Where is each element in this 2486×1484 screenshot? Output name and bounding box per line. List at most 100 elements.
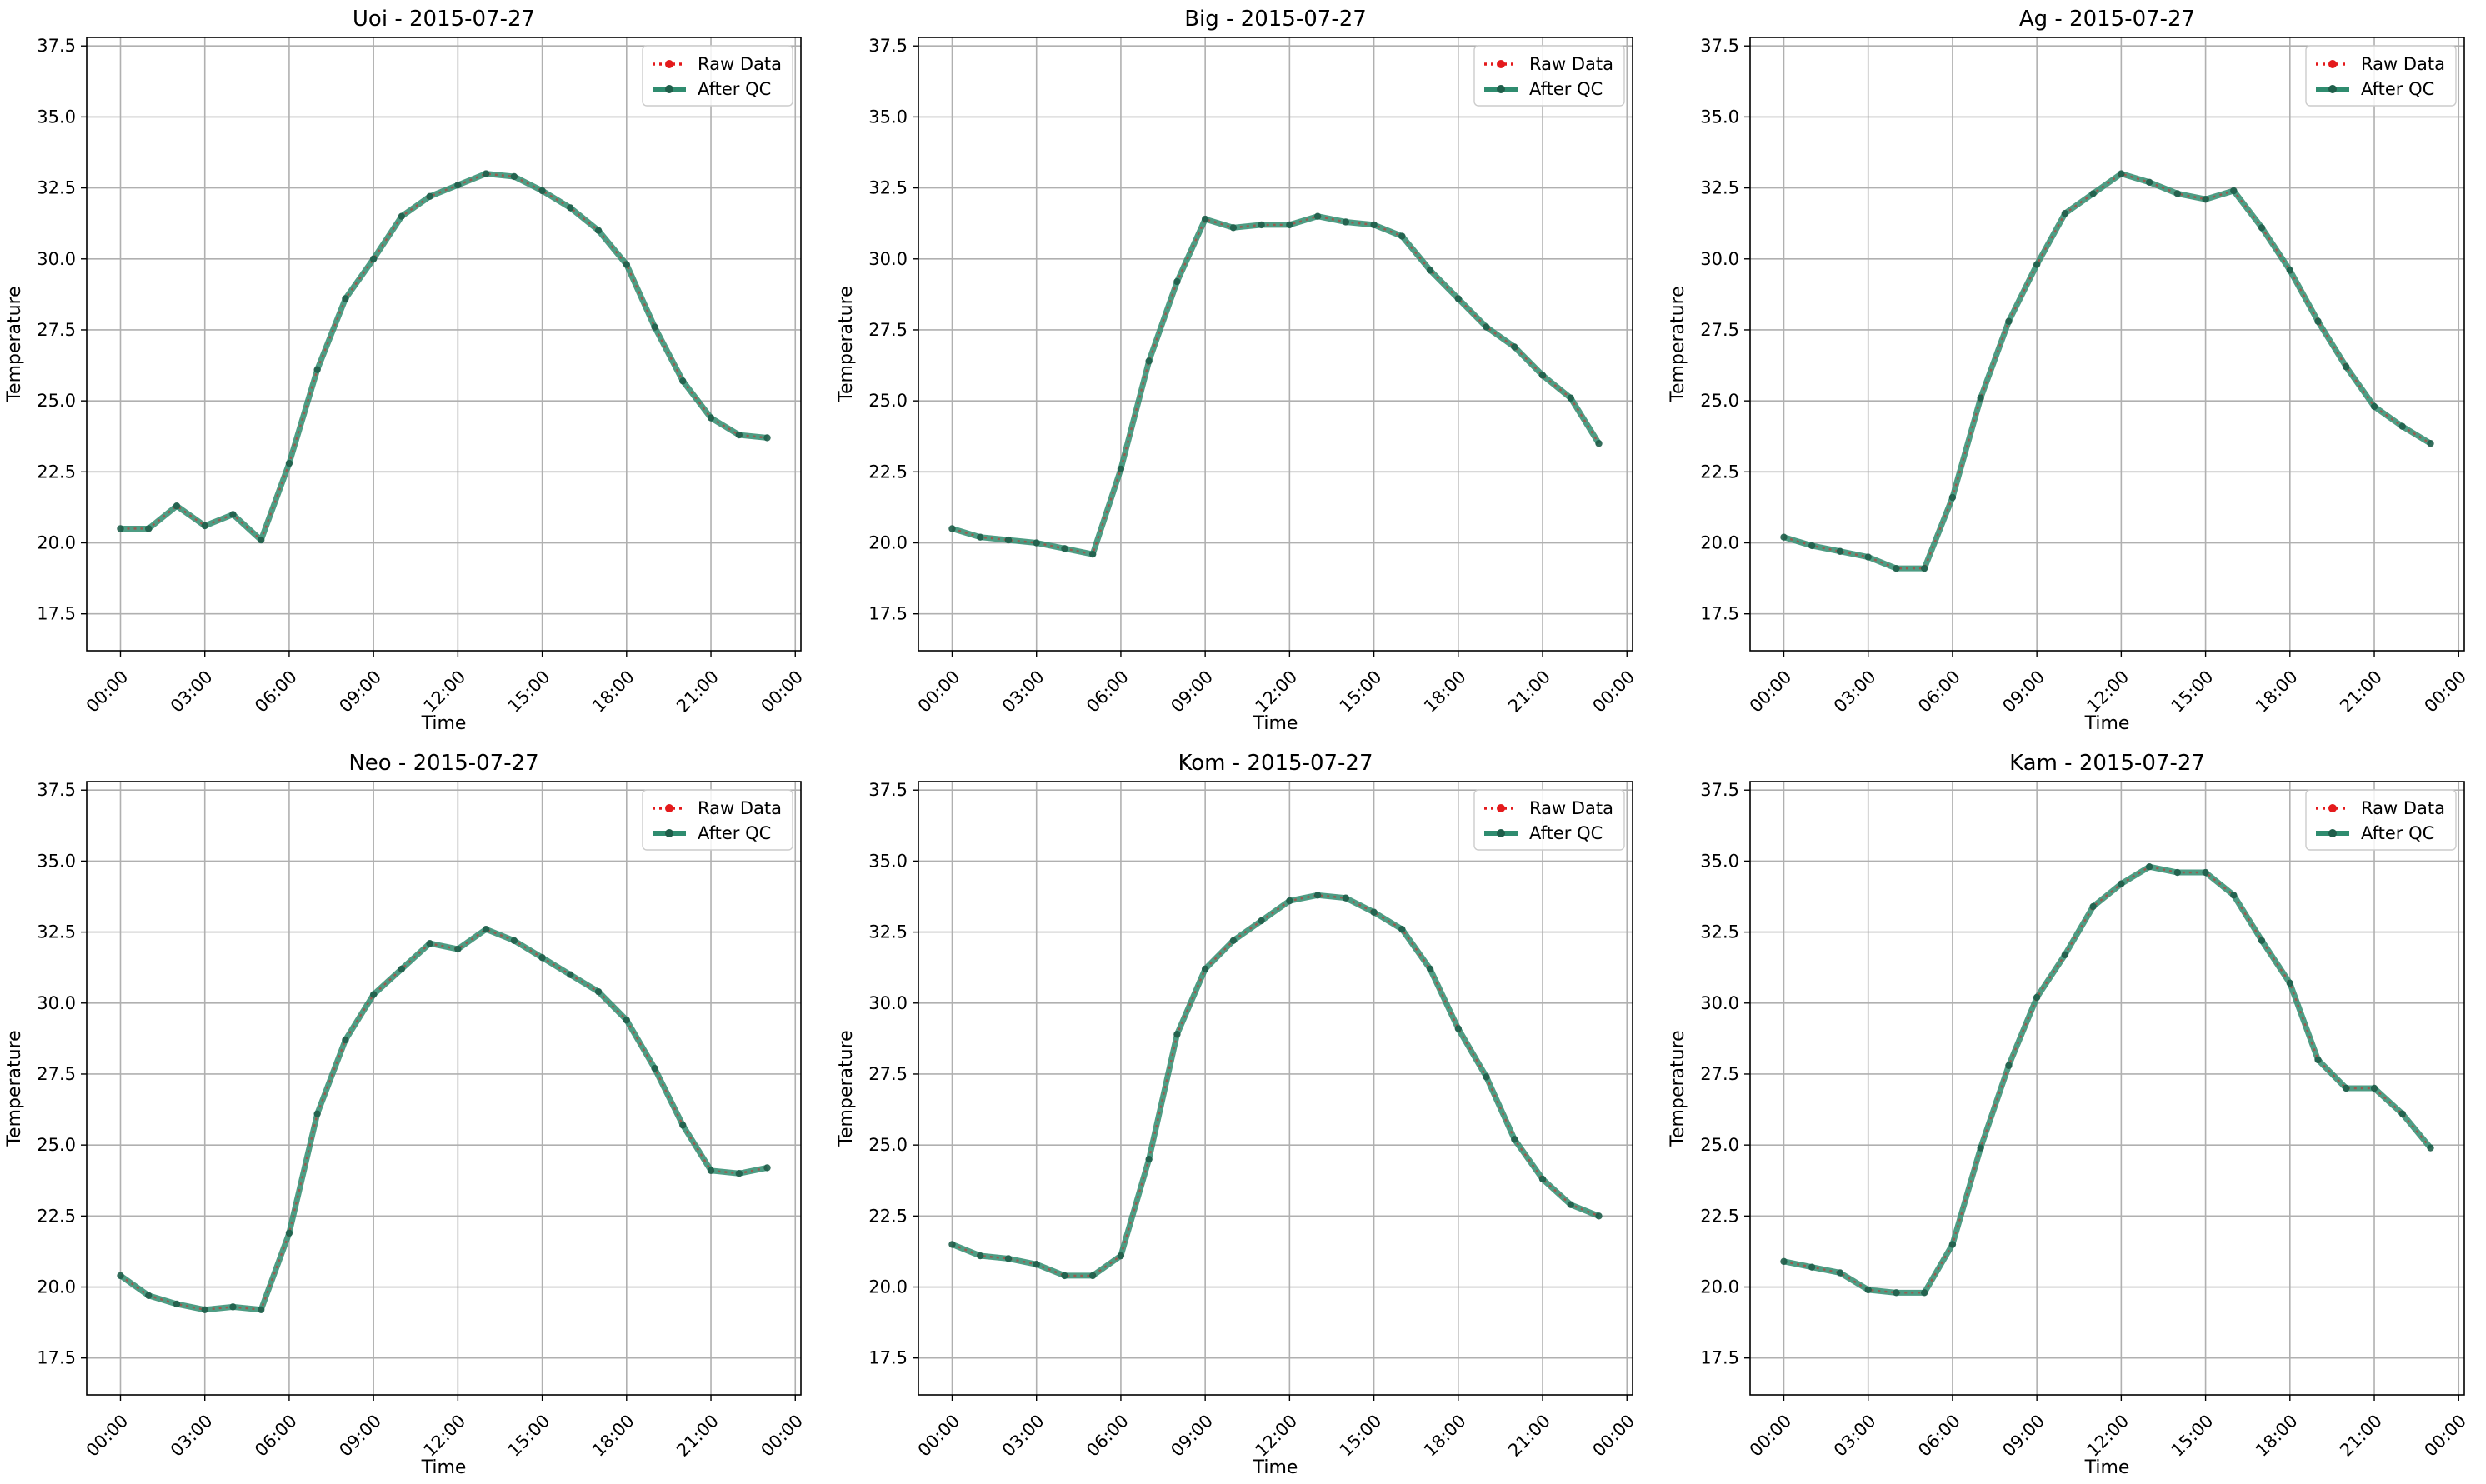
- x-axis-label: Time: [2084, 713, 2130, 734]
- data-point: [1595, 1212, 1603, 1220]
- legend-marker-raw-data: [665, 60, 673, 68]
- y-tick-label: 37.5: [1700, 780, 1739, 800]
- data-point: [1808, 1263, 1816, 1271]
- legend-label-raw-data: Raw Data: [1529, 798, 1613, 818]
- x-tick-label: 18:00: [2252, 667, 2302, 717]
- x-tick-label: 12:00: [420, 667, 470, 717]
- legend-marker-after-qc: [665, 85, 673, 93]
- y-tick-label: 32.5: [1700, 178, 1739, 198]
- data-point: [1920, 564, 1928, 572]
- y-tick-label: 35.0: [868, 107, 908, 127]
- y-tick-label: 20.0: [37, 1277, 76, 1297]
- data-point: [1313, 892, 1322, 899]
- data-point: [2427, 440, 2434, 447]
- data-point: [1201, 965, 1209, 973]
- data-point: [1313, 212, 1322, 220]
- y-tick-label: 37.5: [37, 780, 76, 800]
- data-point: [735, 1170, 743, 1177]
- y-tick-label: 25.0: [1700, 391, 1739, 411]
- data-point: [1893, 1289, 1900, 1297]
- legend: Raw Data After QC: [642, 789, 793, 851]
- y-tick-label: 25.0: [868, 1135, 908, 1155]
- x-tick-label: 18:00: [1420, 1411, 1470, 1461]
- data-point: [1061, 545, 1068, 552]
- y-tick-label: 22.5: [37, 462, 76, 482]
- legend-label-raw-data: Raw Data: [1529, 54, 1613, 74]
- subplot-5: 00:00 03:00 06:00 09:00 12:00 15:00 18:00 21:00…: [1668, 751, 2470, 1478]
- legend-label-after-qc: After QC: [1529, 79, 1603, 99]
- data-point: [1948, 493, 1957, 502]
- x-tick-label: 09:00: [335, 667, 385, 717]
- data-point: [2173, 190, 2182, 197]
- y-tick-label: 17.5: [37, 604, 76, 624]
- data-point: [369, 255, 378, 262]
- data-point: [1088, 1272, 1097, 1280]
- data-point: [651, 1064, 658, 1072]
- data-point: [2343, 363, 2350, 371]
- data-point: [313, 1110, 321, 1117]
- y-tick-label: 35.0: [868, 851, 908, 871]
- x-tick-label: 06:00: [1914, 1411, 1964, 1461]
- data-point: [2258, 224, 2266, 232]
- legend-marker-raw-data: [2328, 60, 2337, 68]
- legend-marker-after-qc: [2328, 829, 2337, 837]
- y-tick-label: 30.0: [868, 249, 908, 269]
- data-point: [594, 987, 603, 996]
- data-point: [145, 525, 153, 532]
- series-line-raw-data: [952, 215, 1600, 556]
- y-tick-label: 25.0: [1700, 1135, 1739, 1155]
- legend-label-raw-data: Raw Data: [2361, 798, 2445, 818]
- data-point: [342, 295, 349, 302]
- data-point: [173, 1300, 181, 1308]
- data-point: [1286, 221, 1293, 229]
- chart-title: Kam - 2015-07-27: [2009, 751, 2205, 776]
- y-tick-label: 35.0: [1700, 851, 1739, 871]
- series-line-after-qc: [1783, 171, 2433, 572]
- y-tick-label: 17.5: [1700, 1348, 1739, 1368]
- data-point: [398, 965, 406, 973]
- data-point: [1258, 221, 1265, 229]
- chart-title: Neo - 2015-07-27: [348, 751, 538, 776]
- x-tick-label: 09:00: [335, 1411, 385, 1461]
- subplot-2: 00:00 03:00 06:00 09:00 12:00 15:00 18:00 21:00…: [1668, 7, 2470, 734]
- x-tick-label: 15:00: [504, 1411, 554, 1461]
- data-point: [1977, 394, 1984, 402]
- data-point: [2061, 210, 2069, 217]
- data-point: [1117, 1252, 1125, 1260]
- data-point: [1398, 232, 1406, 240]
- y-tick-label: 17.5: [1700, 604, 1739, 624]
- y-tick-label: 32.5: [868, 922, 908, 942]
- data-point: [1780, 533, 1788, 541]
- y-tick-label: 20.0: [868, 533, 908, 553]
- data-point: [1595, 440, 1603, 447]
- data-point: [482, 170, 490, 177]
- x-tick-label: 09:00: [1998, 667, 2048, 717]
- data-point: [1173, 1031, 1181, 1038]
- data-point: [2118, 880, 2125, 887]
- axes-frame: [918, 37, 1633, 652]
- y-tick-label: 37.5: [1700, 36, 1739, 56]
- data-point: [173, 502, 181, 510]
- x-tick-label: 03:00: [1830, 667, 1880, 717]
- data-point: [482, 925, 490, 933]
- data-point: [651, 323, 658, 331]
- y-tick-label: 20.0: [868, 1277, 908, 1297]
- data-point: [2314, 317, 2322, 325]
- data-point: [1201, 215, 1209, 223]
- data-point: [2033, 993, 2041, 1002]
- x-tick-label: 21:00: [673, 1411, 723, 1461]
- data-point: [2343, 1084, 2350, 1092]
- x-tick-label: 15:00: [504, 667, 554, 717]
- y-tick-label: 27.5: [1700, 320, 1739, 340]
- data-point: [257, 536, 265, 544]
- data-point: [285, 1229, 293, 1237]
- data-point: [1398, 925, 1406, 933]
- axes-frame: [918, 781, 1633, 1396]
- data-point: [2398, 422, 2406, 431]
- y-tick-label: 17.5: [868, 1348, 908, 1368]
- legend-label-after-qc: After QC: [698, 79, 771, 99]
- x-tick-label: 00:00: [757, 667, 807, 717]
- data-point: [2230, 187, 2238, 195]
- chart-title: Ag - 2015-07-27: [2019, 7, 2195, 32]
- x-tick-label: 18:00: [588, 667, 638, 717]
